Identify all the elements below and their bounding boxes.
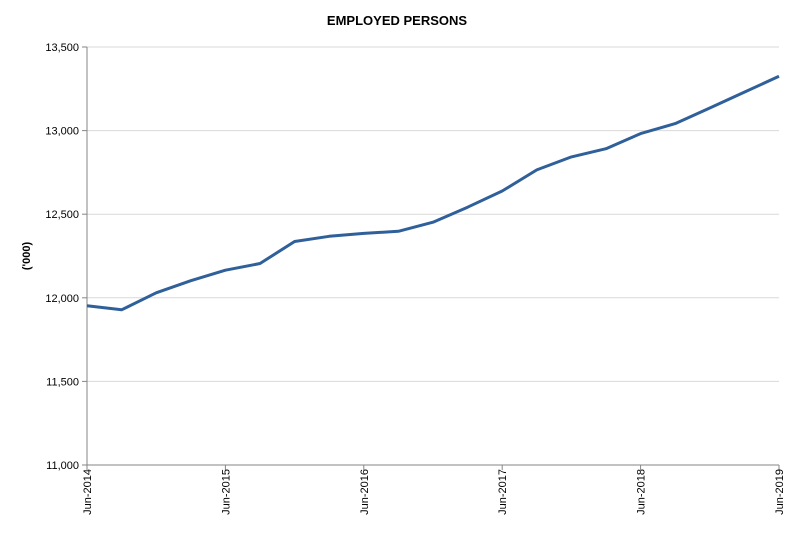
series-line: [86, 74, 780, 312]
y-tick-label: 12,000: [45, 293, 79, 305]
x-tick-label: Jun-2019: [774, 469, 786, 515]
chart-title: EMPLOYED PERSONS: [327, 13, 467, 28]
y-tick-label: 11,500: [46, 376, 79, 388]
y-tick-label: 13,500: [45, 42, 79, 54]
x-tick-label: Jun-2018: [636, 469, 648, 515]
x-tick-label: Jun-2014: [82, 469, 94, 515]
y-tick-label: 11,000: [46, 460, 79, 472]
y-tick-label: 12,500: [45, 209, 79, 221]
y-tick-label: 13,000: [45, 126, 79, 138]
x-tick-label: Jun-2016: [359, 469, 371, 515]
y-axis-label: ('000): [21, 242, 33, 271]
x-tick-label: Jun-2015: [220, 469, 232, 515]
x-tick-label: Jun-2017: [497, 469, 509, 515]
